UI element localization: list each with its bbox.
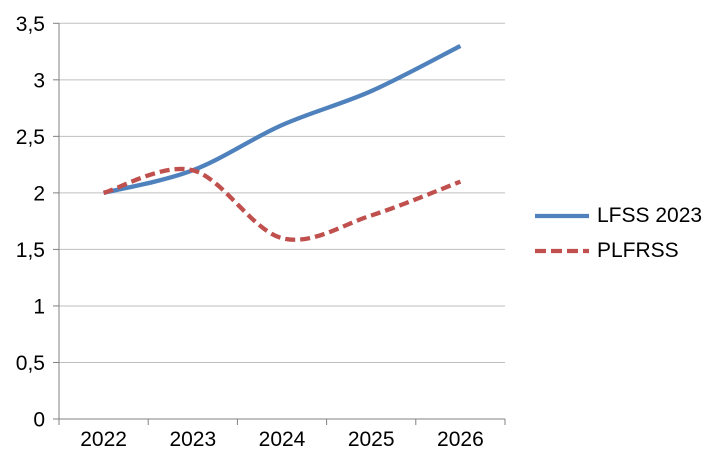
series-line-lfss-2023 xyxy=(103,43,462,195)
legend-item-lfss-2023: LFSS 2023 xyxy=(534,202,702,230)
y-tick-label: 1 xyxy=(33,295,45,318)
legend-item-plfrss: PLFRSS xyxy=(534,237,702,265)
legend: LFSS 2023 PLFRSS xyxy=(534,202,702,272)
y-tick-label: 3 xyxy=(33,69,45,92)
y-tick-label: 0 xyxy=(33,409,45,432)
x-tick-label: 2026 xyxy=(437,428,484,451)
x-tick-label: 2022 xyxy=(80,428,127,451)
y-tick-label: 1,5 xyxy=(16,239,45,262)
x-tick-label: 2023 xyxy=(169,428,216,451)
x-tick-label: 2025 xyxy=(348,428,395,451)
legend-line-dashed-icon xyxy=(535,248,589,254)
series-line-plfrss xyxy=(102,166,462,242)
legend-label: PLFRSS xyxy=(597,239,679,262)
legend-label: LFSS 2023 xyxy=(597,204,703,227)
y-tick-label: 0,5 xyxy=(16,352,45,375)
x-tick-label: 2024 xyxy=(259,428,306,451)
legend-line-solid-icon xyxy=(535,213,589,219)
y-tick-label: 3,5 xyxy=(16,13,45,36)
y-tick-label: 2 xyxy=(33,182,45,205)
y-tick-label: 2,5 xyxy=(16,126,45,149)
